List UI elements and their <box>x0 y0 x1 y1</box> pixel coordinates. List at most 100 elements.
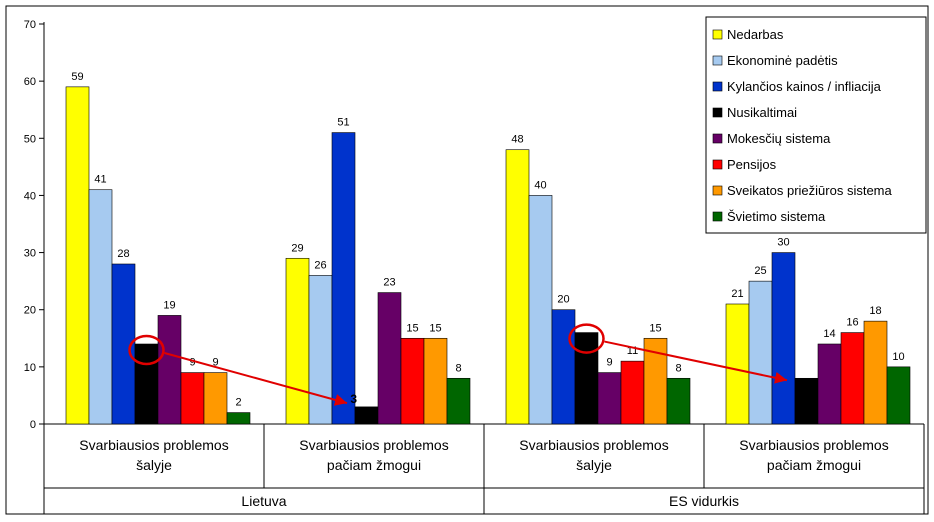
data-label: 8 <box>675 362 681 374</box>
x-category-label: Svarbiausios problemos <box>739 437 888 453</box>
data-label: 41 <box>94 174 106 186</box>
bars-layer <box>65 86 911 425</box>
legend-label-nedarbas: Nedarbas <box>727 27 784 42</box>
bar-nedarbas <box>65 86 90 425</box>
data-label: 8 <box>803 379 810 393</box>
data-label: 59 <box>71 71 83 83</box>
bar-ekonomine-padetis <box>748 280 773 425</box>
bar-svietimo-sistema <box>666 377 691 425</box>
legend-label-mokesciu-sistema: Mokesčių sistema <box>727 131 831 146</box>
legend-label-svietimo-sistema: Švietimo sistema <box>727 209 826 224</box>
y-tick-label: 10 <box>24 362 36 374</box>
data-label: 15 <box>429 322 441 334</box>
x-category-label: šalyje <box>576 457 612 473</box>
data-label: 16 <box>846 317 858 329</box>
data-label: 2 <box>235 397 241 409</box>
bar-mokesciu-sistema <box>157 315 182 425</box>
bar-kylancios-kainos-infliacija <box>551 309 576 425</box>
legend-label-ekonomine-padetis: Ekonominė padėtis <box>727 53 838 68</box>
data-label: 30 <box>777 237 789 249</box>
x-group-label: Lietuva <box>241 493 286 509</box>
x-category-label: Svarbiausios problemos <box>299 437 448 453</box>
x-category-label: Svarbiausios problemos <box>79 437 228 453</box>
highlight-circle <box>128 334 165 366</box>
data-label: 23 <box>383 277 395 289</box>
legend-label-kylancios-kainos-infliacija: Kylančios kainos / infliacija <box>727 79 882 94</box>
legend-swatch-nedarbas <box>712 29 723 40</box>
data-label: 9 <box>606 357 612 369</box>
bar-pensijos <box>620 360 645 425</box>
data-label: 11 <box>627 345 638 357</box>
legend-swatch-svietimo-sistema <box>712 211 723 222</box>
bar-kylancios-kainos-infliacija <box>771 252 796 425</box>
highlight-arrow <box>604 340 788 384</box>
data-labels-layer: 5929482141264025285120301431681923914915… <box>71 71 904 409</box>
data-label: 21 <box>731 288 743 300</box>
legend-swatch-ekonomine-padetis <box>712 55 723 66</box>
bar-pensijos <box>400 337 425 425</box>
bar-ekonomine-padetis <box>528 195 553 425</box>
data-label: 9 <box>189 357 195 369</box>
data-label: 18 <box>869 305 881 317</box>
data-label: 14 <box>140 345 154 359</box>
data-label: 29 <box>291 242 303 254</box>
bar-nusikaltimai <box>354 406 379 425</box>
data-label: 25 <box>754 265 766 277</box>
x-category-label: pačiam žmogui <box>767 457 861 473</box>
y-tick-label: 0 <box>30 419 36 431</box>
legend-swatch-kylancios-kainos-infliacija <box>712 81 723 92</box>
bar-sveikatos-prieziuros-sistema <box>203 372 228 425</box>
data-label: 8 <box>455 362 461 374</box>
bar-sveikatos-prieziuros-sistema <box>423 337 448 425</box>
legend-label-pensijos: Pensijos <box>727 157 777 172</box>
bar-mokesciu-sistema <box>817 343 842 425</box>
x-group-label: ES vidurkis <box>669 493 739 509</box>
bar-pensijos <box>840 332 865 425</box>
legend-swatch-mokesciu-sistema <box>712 133 723 144</box>
data-label: 9 <box>212 357 218 369</box>
legend-label-sveikatos-prieziuros-sistema: Sveikatos priežiūros sistema <box>727 183 892 198</box>
data-label: 10 <box>892 351 904 363</box>
data-label: 15 <box>406 322 418 334</box>
data-label: 20 <box>557 294 569 306</box>
bar-kylancios-kainos-infliacija <box>331 132 356 425</box>
data-label: 26 <box>314 259 326 271</box>
x-category-label: pačiam žmogui <box>327 457 421 473</box>
data-label: 19 <box>163 299 175 311</box>
y-tick-label: 50 <box>24 133 36 145</box>
bar-nedarbas <box>725 303 750 425</box>
legend-swatch-sveikatos-prieziuros-sistema <box>712 185 723 196</box>
bar-nedarbas <box>285 257 310 425</box>
data-label: 14 <box>823 328 835 340</box>
y-tick-label: 60 <box>24 76 36 88</box>
legend-label-nusikaltimai: Nusikaltimai <box>727 105 797 120</box>
data-label: 16 <box>580 334 594 348</box>
data-label: 3 <box>350 392 357 406</box>
y-tick-label: 70 <box>24 19 36 31</box>
bar-sveikatos-prieziuros-sistema <box>863 320 888 425</box>
legend-swatch-pensijos <box>712 159 723 170</box>
bar-pensijos <box>180 372 205 425</box>
bar-svietimo-sistema <box>446 377 471 425</box>
data-label: 48 <box>511 134 523 146</box>
x-category-label: šalyje <box>136 457 172 473</box>
legend: Nedarbas Ekonominė padėtis Kylančios kaino… <box>705 16 927 234</box>
legend-box <box>705 16 927 234</box>
legend-swatch-nusikaltimai <box>712 107 723 118</box>
bar-svietimo-sistema <box>886 366 911 425</box>
bar-svietimo-sistema <box>226 412 251 425</box>
y-tick-label: 20 <box>24 305 36 317</box>
bar-ekonomine-padetis <box>308 275 333 425</box>
data-label: 28 <box>117 248 129 260</box>
highlight-arrow <box>164 352 348 406</box>
highlight-layer <box>128 323 788 406</box>
bar-nedarbas <box>505 149 530 425</box>
data-label: 40 <box>534 179 546 191</box>
y-tick-label: 40 <box>24 190 36 202</box>
bar-mokesciu-sistema <box>377 292 402 425</box>
x-category-label: Svarbiausios problemos <box>519 437 668 453</box>
bar-ekonomine-padetis <box>88 189 113 425</box>
y-tick-label: 30 <box>24 248 36 260</box>
